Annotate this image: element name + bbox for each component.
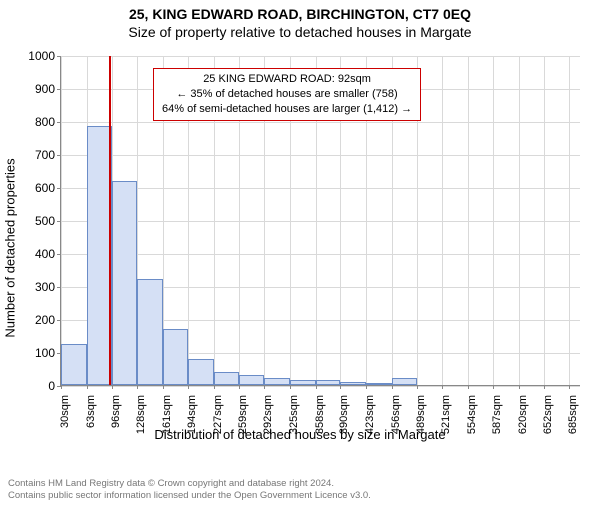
x-tick-mark	[137, 385, 138, 389]
histogram-bar	[290, 380, 316, 385]
y-tick-label: 500	[35, 214, 55, 228]
x-tick-mark	[493, 385, 494, 389]
marker-info-box: 25 KING EDWARD ROAD: 92sqm← 35% of detac…	[153, 68, 421, 121]
histogram-bar	[392, 378, 418, 385]
x-tick-mark	[316, 385, 317, 389]
y-tick-label: 0	[48, 379, 55, 393]
x-tick-mark	[239, 385, 240, 389]
histogram-bar	[239, 375, 265, 385]
gridline-horizontal	[61, 254, 580, 255]
y-tick-label: 300	[35, 280, 55, 294]
x-tick-mark	[544, 385, 545, 389]
x-tick-mark	[366, 385, 367, 389]
histogram-bar	[264, 378, 290, 385]
page-subtitle: Size of property relative to detached ho…	[0, 24, 600, 40]
x-tick-mark	[214, 385, 215, 389]
x-tick-mark	[417, 385, 418, 389]
gridline-vertical	[61, 56, 62, 385]
info-line: 25 KING EDWARD ROAD: 92sqm	[162, 72, 412, 87]
gridline-horizontal	[61, 221, 580, 222]
x-tick-mark	[442, 385, 443, 389]
x-tick-mark	[569, 385, 570, 389]
histogram-bar	[340, 382, 366, 385]
x-tick-mark	[188, 385, 189, 389]
gridline-horizontal	[61, 56, 580, 57]
attribution-line: Contains HM Land Registry data © Crown c…	[8, 478, 371, 490]
y-tick-label: 600	[35, 181, 55, 195]
x-tick-mark	[87, 385, 88, 389]
x-tick-mark	[290, 385, 291, 389]
histogram-bar	[137, 279, 163, 385]
page-title-address: 25, KING EDWARD ROAD, BIRCHINGTON, CT7 0…	[0, 6, 600, 22]
histogram-bar	[61, 344, 87, 385]
y-tick-label: 1000	[28, 49, 55, 63]
gridline-vertical	[544, 56, 545, 385]
info-line: ← 35% of detached houses are smaller (75…	[162, 87, 412, 102]
histogram-bar	[163, 329, 189, 385]
y-tick-label: 100	[35, 346, 55, 360]
gridline-vertical	[493, 56, 494, 385]
histogram-bar	[366, 383, 392, 385]
x-tick-mark	[112, 385, 113, 389]
gridline-vertical	[569, 56, 570, 385]
x-tick-mark	[468, 385, 469, 389]
histogram-bar	[316, 380, 341, 385]
gridline-vertical	[468, 56, 469, 385]
gridline-horizontal	[61, 386, 580, 387]
y-tick-label: 900	[35, 82, 55, 96]
gridline-vertical	[442, 56, 443, 385]
plot-area: 0100200300400500600700800900100030sqm63s…	[60, 56, 580, 386]
y-tick-label: 700	[35, 148, 55, 162]
x-tick-label: 63sqm	[85, 395, 97, 428]
gridline-horizontal	[61, 122, 580, 123]
x-tick-mark	[340, 385, 341, 389]
y-tick-label: 400	[35, 247, 55, 261]
histogram-bar	[214, 372, 239, 385]
x-tick-mark	[163, 385, 164, 389]
x-axis-label: Distribution of detached houses by size …	[0, 427, 600, 442]
histogram-bar	[188, 359, 214, 385]
y-tick-label: 800	[35, 115, 55, 129]
attribution-text: Contains HM Land Registry data © Crown c…	[8, 478, 371, 502]
x-tick-label: 30sqm	[59, 395, 71, 428]
gridline-vertical	[519, 56, 520, 385]
x-tick-mark	[392, 385, 393, 389]
chart-container: Number of detached properties 0100200300…	[0, 48, 600, 448]
marker-line	[109, 56, 111, 385]
x-tick-mark	[61, 385, 62, 389]
x-tick-mark	[264, 385, 265, 389]
attribution-line: Contains public sector information licen…	[8, 490, 371, 502]
info-line: 64% of semi-detached houses are larger (…	[162, 102, 412, 117]
y-tick-label: 200	[35, 313, 55, 327]
y-axis-label: Number of detached properties	[3, 158, 18, 337]
histogram-bar	[112, 181, 137, 385]
x-tick-label: 96sqm	[110, 395, 122, 428]
gridline-horizontal	[61, 155, 580, 156]
x-tick-mark	[519, 385, 520, 389]
gridline-horizontal	[61, 188, 580, 189]
